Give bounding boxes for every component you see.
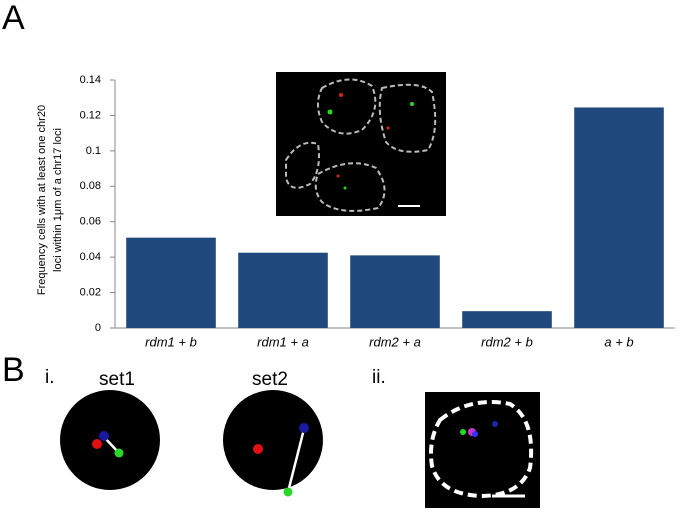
subpanel-label: i. bbox=[45, 367, 55, 388]
subpanel-label: ii. bbox=[372, 367, 386, 388]
y-tick-label: 0.12 bbox=[80, 109, 101, 121]
y-tick-label: 0.14 bbox=[80, 74, 101, 86]
panel-label: A bbox=[2, 0, 25, 37]
x-tick-label: a + b bbox=[604, 334, 633, 349]
set-label: set1 bbox=[99, 369, 135, 390]
y-tick-label: 0.1 bbox=[86, 145, 101, 157]
micrograph-inset bbox=[276, 72, 446, 216]
y-tick-label: 0 bbox=[95, 322, 101, 334]
y-axis-label: Frequency cells with at least one chr20 bbox=[36, 105, 48, 295]
x-tick-label: rdm2 + b bbox=[481, 334, 533, 349]
bar bbox=[238, 252, 328, 328]
y-tick-label: 0.08 bbox=[80, 180, 101, 192]
schematic-set1 bbox=[60, 390, 160, 490]
bar bbox=[126, 237, 216, 328]
y-tick-label: 0.04 bbox=[80, 251, 101, 263]
bar bbox=[350, 255, 440, 328]
x-tick-label: rdm1 + b bbox=[145, 334, 197, 349]
plot: 0 0.02 0.04 0.06 0.08 0.1 0.12 0.14 rdm1 + b rdm1… bbox=[80, 74, 675, 349]
bar bbox=[462, 311, 552, 328]
x-tick-label: rdm2 + a bbox=[369, 334, 421, 349]
micrograph-ii bbox=[425, 392, 540, 508]
y-axis-label: loci within 1μm of a chr17 loci bbox=[52, 128, 64, 272]
panel-label: B bbox=[2, 351, 25, 389]
schematic-set2 bbox=[223, 390, 323, 497]
set-label: set2 bbox=[252, 369, 288, 390]
x-tick-label: rdm1 + a bbox=[257, 334, 309, 349]
bar bbox=[574, 107, 664, 328]
y-tick-label: 0.02 bbox=[80, 286, 101, 298]
y-tick-label: 0.06 bbox=[80, 216, 101, 228]
